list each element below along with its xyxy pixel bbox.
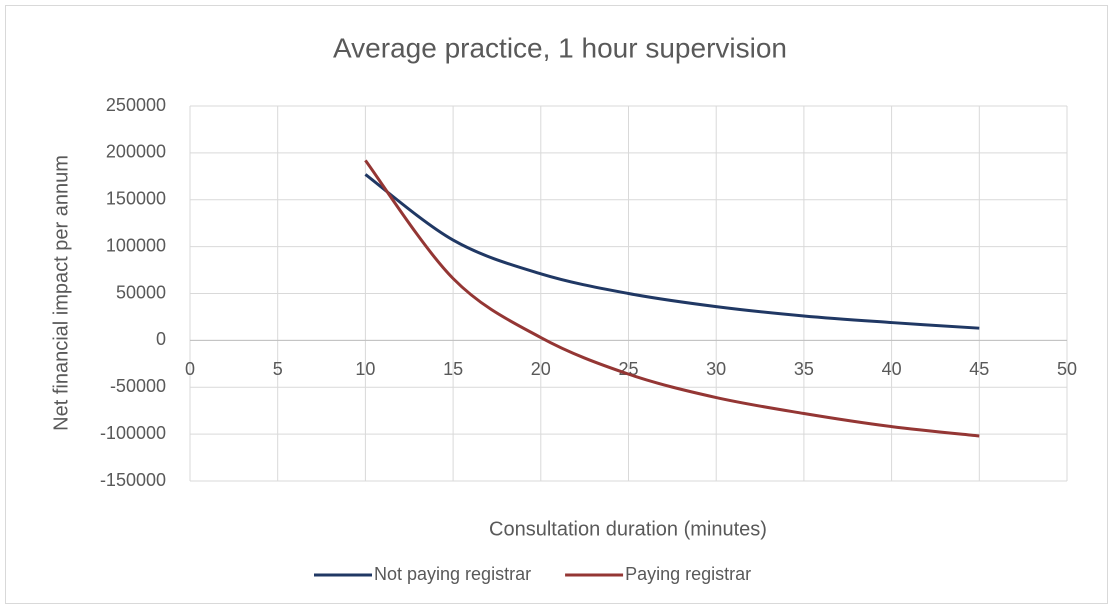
y-tick-label: 150000 xyxy=(106,189,166,209)
y-tick-label: 100000 xyxy=(106,235,166,255)
y-tick-label: -100000 xyxy=(100,423,166,443)
legend-label: Not paying registrar xyxy=(374,564,531,584)
series-line xyxy=(364,173,980,330)
x-tick-label: 30 xyxy=(706,359,726,379)
x-tick-label: 5 xyxy=(273,359,283,379)
y-tick-label: 0 xyxy=(156,329,166,349)
x-tick-label: 0 xyxy=(185,359,195,379)
x-axis-label: Consultation duration (minutes) xyxy=(489,518,767,540)
x-tick-label: 15 xyxy=(443,359,463,379)
x-tick-label: 50 xyxy=(1057,359,1077,379)
y-tick-label: 200000 xyxy=(106,142,166,162)
y-tick-label: 50000 xyxy=(116,282,166,302)
y-tick-label: 250000 xyxy=(106,95,166,115)
x-tick-label: 35 xyxy=(794,359,814,379)
chart-border xyxy=(5,5,1108,604)
x-tick-label: 45 xyxy=(969,359,989,379)
chart-title: Average practice, 1 hour supervision xyxy=(333,32,787,63)
x-tick-label: 10 xyxy=(355,359,375,379)
y-tick-label: -50000 xyxy=(110,376,166,396)
y-axis-label: Net financial impact per annum xyxy=(50,155,72,431)
x-tick-label: 20 xyxy=(531,359,551,379)
legend-label: Paying registrar xyxy=(625,564,751,584)
series-line xyxy=(364,159,980,438)
y-tick-label: -150000 xyxy=(100,470,166,490)
x-tick-label: 40 xyxy=(882,359,902,379)
x-tick-label: 25 xyxy=(618,359,638,379)
